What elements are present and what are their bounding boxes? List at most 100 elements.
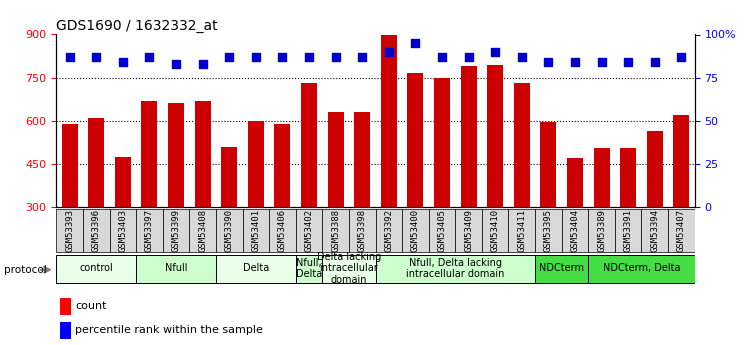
- FancyBboxPatch shape: [56, 209, 83, 252]
- Text: GSM53391: GSM53391: [623, 209, 632, 252]
- Text: GSM53399: GSM53399: [171, 209, 180, 252]
- FancyBboxPatch shape: [322, 209, 349, 252]
- Text: GSM53395: GSM53395: [544, 209, 553, 252]
- Bar: [222, 147, 237, 293]
- FancyBboxPatch shape: [402, 209, 429, 252]
- FancyBboxPatch shape: [429, 209, 455, 252]
- Text: NDCterm, Delta: NDCterm, Delta: [603, 264, 680, 274]
- Bar: [674, 115, 689, 293]
- FancyBboxPatch shape: [588, 209, 615, 252]
- Text: Nfull,
Delta: Nfull, Delta: [296, 258, 322, 279]
- Text: GSM53400: GSM53400: [411, 209, 420, 252]
- FancyBboxPatch shape: [136, 255, 216, 283]
- FancyBboxPatch shape: [110, 209, 136, 252]
- Point: [516, 54, 528, 60]
- FancyBboxPatch shape: [56, 255, 136, 283]
- Text: GSM53403: GSM53403: [119, 209, 128, 252]
- FancyBboxPatch shape: [269, 209, 296, 252]
- FancyBboxPatch shape: [508, 209, 535, 252]
- FancyBboxPatch shape: [296, 255, 322, 283]
- Text: control: control: [80, 264, 113, 274]
- Bar: [327, 112, 344, 293]
- Point: [170, 61, 182, 67]
- Text: NDCterm: NDCterm: [539, 264, 584, 274]
- Text: count: count: [75, 301, 107, 311]
- Text: GSM53393: GSM53393: [65, 209, 74, 252]
- Text: percentile rank within the sample: percentile rank within the sample: [75, 325, 264, 335]
- FancyBboxPatch shape: [83, 209, 110, 252]
- Bar: [541, 122, 556, 293]
- FancyBboxPatch shape: [216, 209, 243, 252]
- Bar: [195, 101, 210, 293]
- Point: [383, 49, 395, 55]
- Bar: [567, 158, 583, 293]
- Point: [596, 59, 608, 65]
- Bar: [89, 118, 104, 293]
- Point: [409, 40, 421, 46]
- Text: GSM53404: GSM53404: [571, 209, 580, 252]
- Bar: [354, 112, 370, 293]
- FancyBboxPatch shape: [535, 209, 562, 252]
- Bar: [115, 157, 131, 293]
- FancyBboxPatch shape: [482, 209, 508, 252]
- Bar: [408, 73, 424, 293]
- FancyBboxPatch shape: [535, 255, 588, 283]
- Text: GSM53398: GSM53398: [357, 209, 366, 252]
- Bar: [460, 66, 477, 293]
- Bar: [647, 131, 663, 293]
- FancyBboxPatch shape: [562, 209, 588, 252]
- Bar: [59, 298, 71, 315]
- Text: GSM53396: GSM53396: [92, 209, 101, 252]
- Point: [90, 54, 102, 60]
- Point: [223, 54, 235, 60]
- Point: [330, 54, 342, 60]
- FancyBboxPatch shape: [588, 255, 695, 283]
- Text: GSM53411: GSM53411: [517, 209, 526, 252]
- Bar: [301, 83, 317, 293]
- Point: [276, 54, 288, 60]
- FancyBboxPatch shape: [455, 209, 482, 252]
- Text: GSM53392: GSM53392: [385, 209, 394, 252]
- Text: Delta: Delta: [243, 264, 269, 274]
- Text: GSM53408: GSM53408: [198, 209, 207, 252]
- FancyBboxPatch shape: [136, 209, 163, 252]
- FancyBboxPatch shape: [296, 209, 322, 252]
- Point: [197, 61, 209, 67]
- Bar: [434, 78, 450, 293]
- FancyBboxPatch shape: [641, 209, 668, 252]
- Text: GSM53401: GSM53401: [252, 209, 261, 252]
- Bar: [62, 124, 77, 293]
- Bar: [487, 65, 503, 293]
- FancyBboxPatch shape: [189, 209, 216, 252]
- Text: GSM53397: GSM53397: [145, 209, 154, 252]
- Point: [303, 54, 315, 60]
- Text: GSM53394: GSM53394: [650, 209, 659, 252]
- Text: GSM53390: GSM53390: [225, 209, 234, 252]
- Bar: [514, 83, 529, 293]
- Text: GSM53407: GSM53407: [677, 209, 686, 252]
- Point: [250, 54, 262, 60]
- Text: protocol: protocol: [4, 265, 47, 275]
- Point: [143, 54, 155, 60]
- FancyBboxPatch shape: [163, 209, 189, 252]
- FancyBboxPatch shape: [322, 255, 376, 283]
- Bar: [381, 34, 397, 293]
- Text: GSM53410: GSM53410: [490, 209, 499, 252]
- FancyBboxPatch shape: [615, 209, 641, 252]
- Point: [117, 59, 129, 65]
- Text: GSM53402: GSM53402: [304, 209, 313, 252]
- Bar: [248, 121, 264, 293]
- Text: Nfull, Delta lacking
intracellular domain: Nfull, Delta lacking intracellular domai…: [406, 258, 505, 279]
- Bar: [168, 104, 184, 293]
- Point: [489, 49, 501, 55]
- Text: GSM53406: GSM53406: [278, 209, 287, 252]
- Text: GSM53389: GSM53389: [597, 209, 606, 252]
- FancyBboxPatch shape: [668, 209, 695, 252]
- Text: Delta lacking
intracellular
domain: Delta lacking intracellular domain: [317, 252, 381, 285]
- Text: GSM53388: GSM53388: [331, 209, 340, 252]
- Bar: [274, 124, 291, 293]
- FancyBboxPatch shape: [376, 209, 402, 252]
- Point: [569, 59, 581, 65]
- Point: [463, 54, 475, 60]
- Point: [622, 59, 634, 65]
